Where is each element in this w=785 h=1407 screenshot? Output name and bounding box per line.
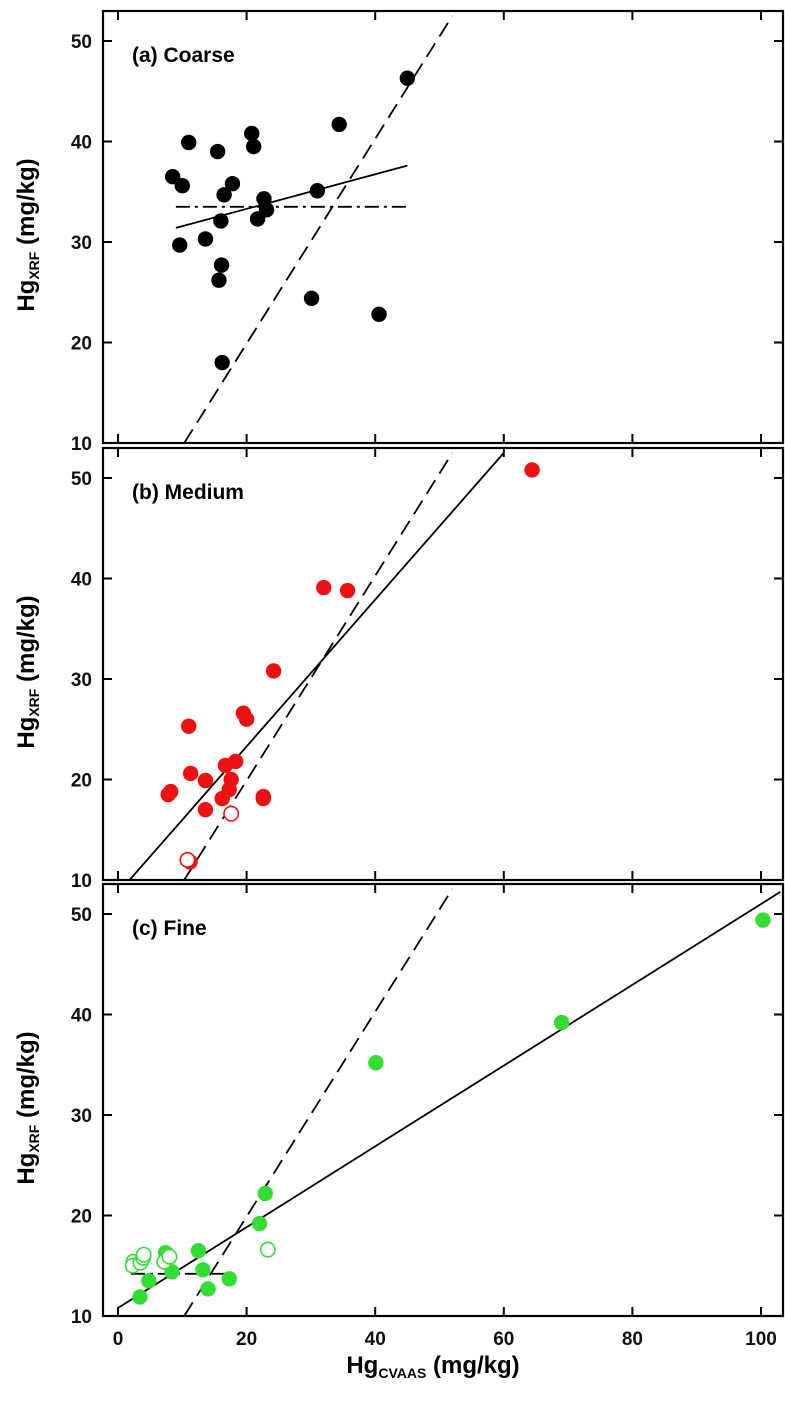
solid-line xyxy=(128,452,505,880)
y-tick-label: 10 xyxy=(71,871,92,892)
data-point xyxy=(251,1215,268,1232)
y-axis-label: HgXRF (mg/kg) xyxy=(13,595,42,748)
y-tick-label: 50 xyxy=(71,469,92,490)
data-point xyxy=(216,187,232,203)
x-tick-label: 20 xyxy=(236,1329,257,1350)
data-point xyxy=(238,711,255,727)
data-point xyxy=(197,801,214,818)
data-point xyxy=(316,579,332,596)
data-point xyxy=(132,1289,148,1305)
y-tick-label: 40 xyxy=(71,133,92,154)
data-point-open xyxy=(259,1241,276,1258)
x-tick-label: 60 xyxy=(493,1329,514,1350)
y-tick-label: 30 xyxy=(71,670,92,691)
solid-line xyxy=(117,891,781,1309)
data-point xyxy=(224,176,241,192)
data-point xyxy=(399,70,416,86)
data-point xyxy=(339,582,356,599)
plot-frame xyxy=(101,9,785,445)
y-tick-label: 40 xyxy=(71,1006,92,1027)
y-tick-label: 50 xyxy=(71,32,92,53)
data-point xyxy=(213,213,229,229)
plot-frame xyxy=(101,882,785,1318)
plot-area xyxy=(164,15,454,443)
panel-title: (b) Medium xyxy=(132,481,244,504)
panel-title: (c) Fine xyxy=(132,917,207,940)
data-point xyxy=(368,1055,384,1071)
panel-coarse: 10 20 30 40 50 (a) Coarse HgXRF (mg/kg) xyxy=(13,9,785,455)
data-point xyxy=(181,718,197,734)
data-point xyxy=(309,183,326,199)
data-point xyxy=(258,202,275,218)
data-point xyxy=(197,231,214,247)
data-point xyxy=(200,1281,216,1297)
data-point xyxy=(257,1185,273,1202)
data-point xyxy=(181,134,197,151)
y-tick-label: 40 xyxy=(71,570,92,591)
data-point xyxy=(172,237,188,253)
y-axis-label: HgXRF (mg/kg) xyxy=(13,1031,42,1184)
panel-title: (a) Coarse xyxy=(132,44,235,67)
data-point xyxy=(164,168,181,185)
y-tick-label: 10 xyxy=(71,1307,92,1328)
y-tick-label: 20 xyxy=(71,1207,92,1228)
data-point xyxy=(182,765,199,782)
plot-frame xyxy=(101,446,785,882)
data-point xyxy=(755,912,771,928)
panel-medium: 10 20 30 40 50 (b) Medium HgXRF (mg/kg) xyxy=(13,446,785,892)
data-point xyxy=(331,116,347,133)
data-point-open xyxy=(179,851,196,868)
data-point xyxy=(223,771,239,788)
data-point xyxy=(197,772,214,789)
dashed-line xyxy=(183,15,454,443)
data-point xyxy=(371,306,387,323)
data-point xyxy=(211,272,227,288)
x-tick-label: 80 xyxy=(622,1329,643,1350)
y-tick-label: 50 xyxy=(71,905,92,926)
data-point xyxy=(174,178,191,194)
data-point xyxy=(209,143,226,160)
data-point xyxy=(214,354,230,371)
x-axis-label: HgCVAAS (mg/kg) xyxy=(346,1352,519,1381)
data-point-open xyxy=(135,1246,152,1263)
data-point xyxy=(221,1271,237,1287)
data-point xyxy=(303,290,320,306)
solid-line xyxy=(175,164,408,229)
panel-fine: 10 20 30 40 50 0 20 40 60 80 100 (c) Fine HgXRF (mg/… xyxy=(13,882,785,1381)
data-point xyxy=(244,125,260,142)
x-tick-label: 0 xyxy=(113,1329,124,1350)
x-tick-label: 40 xyxy=(365,1329,386,1350)
data-point xyxy=(195,1262,211,1278)
y-axis-label: HgXRF (mg/kg) xyxy=(13,158,42,311)
data-point xyxy=(141,1273,157,1289)
data-point xyxy=(255,790,272,807)
y-tick-label: 30 xyxy=(71,233,92,254)
y-tick-label: 10 xyxy=(71,434,92,455)
data-point-open xyxy=(223,805,240,822)
data-point xyxy=(213,257,230,273)
data-point xyxy=(553,1014,570,1031)
data-point xyxy=(163,783,179,800)
data-point xyxy=(227,753,244,770)
y-tick-label: 30 xyxy=(71,1106,92,1127)
data-point xyxy=(245,138,262,155)
y-tick-label: 20 xyxy=(71,771,92,792)
data-point-open xyxy=(161,1248,178,1265)
data-point xyxy=(265,663,282,679)
plot-area xyxy=(117,888,781,1316)
dashed-line xyxy=(183,888,454,1316)
plot-area xyxy=(128,452,540,880)
data-point xyxy=(190,1242,207,1259)
y-tick-label: 20 xyxy=(71,334,92,355)
x-tick-label: 100 xyxy=(745,1329,777,1350)
data-point xyxy=(524,462,540,478)
